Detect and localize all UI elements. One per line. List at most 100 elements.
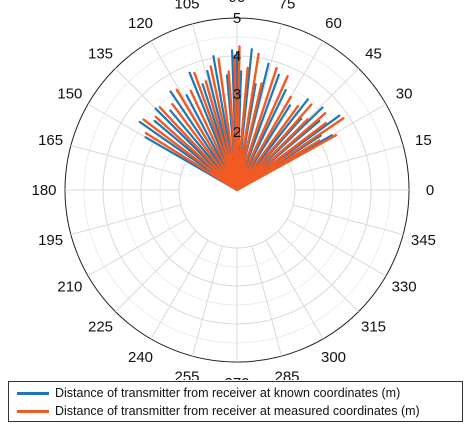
data-point [286,75,289,78]
theta-tick-label: 225 [88,319,113,336]
data-point [144,136,147,139]
data-point [251,48,253,50]
data-point [278,74,280,76]
theta-grid-spoke [70,145,182,176]
legend-swatch-known [17,391,49,395]
theta-grid-spoke [251,245,282,357]
theta-tick-label: 60 [325,15,342,32]
data-point [176,89,178,91]
data-point [325,122,327,124]
data-point [154,107,157,110]
data-point [289,104,291,107]
theta-tick-label: 300 [321,349,346,366]
data-point [254,83,257,85]
theta-tick-label: 135 [88,46,113,63]
data-point [169,109,172,112]
data-point [246,67,249,69]
data-point [169,90,172,93]
data-point [188,72,191,74]
data-point [153,120,156,122]
theta-grid-spoke [251,23,282,135]
data-point [205,80,207,83]
theta-grid-spoke [292,204,404,235]
theta-grid-spoke [192,245,223,357]
polar-plot: 0153045607590105120135150165180195210225… [31,0,435,380]
data-point [201,83,204,85]
theta-grid-spoke [150,239,209,340]
r-tick-label: 5 [233,10,241,27]
legend-label-measured: Distance of transmitter from receiver at… [55,404,420,418]
theta-tick-label: 330 [392,279,417,296]
r-tick-label: 3 [233,86,241,103]
data-point [212,55,215,57]
legend-entry-measured: Distance of transmitter from receiver at… [9,402,420,420]
data-point [236,51,238,53]
theta-tick-label: 285 [274,368,299,380]
data-point [284,89,287,91]
data-point [275,67,278,69]
theta-grid-spoke [192,23,223,135]
theta-tick-label: 45 [365,46,382,63]
data-point [318,139,321,142]
data-point [310,103,313,106]
data-point [142,118,145,121]
legend-label-known: Distance of transmitter from receiver at… [55,386,401,400]
theta-tick-label: 15 [415,132,432,149]
theta-grid-spoke [115,230,197,312]
data-point [324,112,327,115]
r-tick-label: 4 [233,48,241,65]
data-point [260,82,263,85]
series-layer [138,45,345,192]
data-point [238,45,241,48]
data-point [297,105,299,107]
theta-grid-spoke [150,40,209,141]
theta-grid-spoke [87,218,188,277]
theta-tick-label: 270 [224,375,249,380]
r-tick-label: 2 [233,124,241,141]
theta-tick-label: 180 [31,182,56,199]
theta-tick-label: 90 [229,0,246,6]
theta-tick-label: 30 [396,86,413,103]
data-point [338,114,341,117]
data-point [159,106,161,109]
data-point [330,134,333,137]
theta-tick-label: 165 [38,132,63,149]
theta-grid-spoke [292,145,404,176]
theta-tick-label: 195 [38,232,63,249]
legend-swatch-measured [17,409,49,413]
data-point [217,58,220,60]
data-point [209,65,212,68]
data-point [193,72,196,74]
theta-tick-label: 120 [128,15,153,32]
data-point [342,117,345,120]
theta-tick-label: 345 [411,232,436,249]
data-point [185,94,188,96]
data-point [227,70,230,73]
theta-grid-spoke [70,204,182,235]
theta-tick-label: 105 [174,0,199,13]
data-point [155,116,157,118]
theta-tick-label: 255 [174,368,199,380]
theta-tick-label: 150 [57,86,82,103]
chart-legend: Distance of transmitter from receiver at… [8,381,463,422]
data-point [267,62,270,65]
theta-tick-label: 75 [279,0,296,13]
data-point [335,134,337,136]
data-point [190,90,192,92]
theta-grid-spoke [277,230,359,312]
theta-tick-label: 315 [361,319,386,336]
data-point [321,106,324,109]
data-point [233,55,236,57]
data-point [231,49,233,52]
data-point [289,96,292,98]
data-point [226,74,228,77]
data-point [240,70,242,73]
axis-labels: 0153045607590105120135150165180195210225… [31,0,435,380]
theta-tick-label: 240 [128,349,153,366]
legend-entry-known: Distance of transmitter from receiver at… [9,384,400,402]
series-1 [142,45,345,192]
data-point [318,120,321,122]
theta-tick-label: 210 [57,279,82,296]
data-point [145,132,147,134]
